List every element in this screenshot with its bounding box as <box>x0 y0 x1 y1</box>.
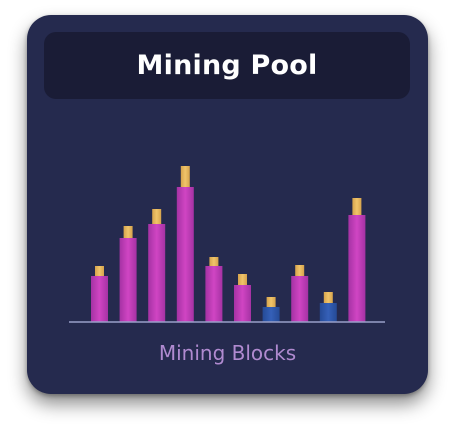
bar-6 <box>234 285 251 322</box>
bar-5 <box>205 266 223 322</box>
bar-cap-7 <box>266 297 276 307</box>
bar-9 <box>319 303 337 322</box>
card-header: Mining Pool <box>44 32 410 99</box>
bar-cap-3 <box>152 209 162 224</box>
footer-label: Mining Blocks <box>158 341 297 365</box>
bar-cap-8 <box>295 265 305 276</box>
bar-10 <box>348 215 366 322</box>
bar-1 <box>91 276 108 322</box>
bar-4 <box>176 187 194 322</box>
bar-cap-2 <box>123 226 133 238</box>
mining-pool-card: Mining Pool Mining Blocks <box>27 15 428 394</box>
bar-cap-1 <box>95 266 104 276</box>
card-title: Mining Pool <box>136 50 318 81</box>
bar-cap-6 <box>238 274 247 285</box>
bar-8 <box>291 276 309 322</box>
bar-cap-9 <box>323 292 333 303</box>
bar-cap-5 <box>209 257 219 266</box>
bar-7 <box>262 307 280 322</box>
bar-2 <box>119 238 137 322</box>
bar-3 <box>148 224 166 322</box>
mining-blocks-chart <box>69 166 385 323</box>
bar-cap-10 <box>352 198 362 215</box>
bar-cap-4 <box>180 166 190 187</box>
